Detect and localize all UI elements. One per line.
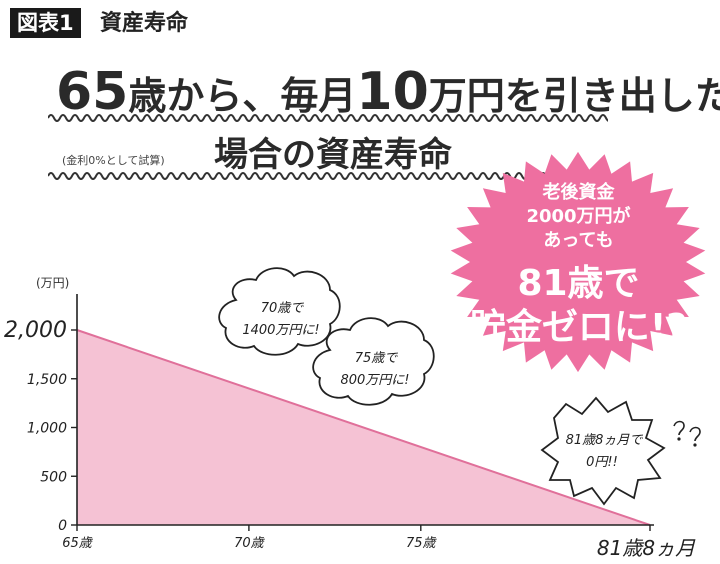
question-marks-doodle <box>673 420 701 447</box>
bubble-81-line2: 0円!! <box>586 455 618 470</box>
bubble-shape-75 <box>312 317 435 406</box>
y-tick-label: 1,500 <box>27 372 67 388</box>
y-tick-label: 2,000 <box>4 318 67 343</box>
y-axis-unit-label: (万円) <box>36 276 70 290</box>
bubble-age-81: 81歳8ヵ月で 0円!! <box>540 396 666 506</box>
bubble-81-line1: 81歳8ヵ月で <box>566 433 644 448</box>
warning-badge <box>450 151 706 373</box>
headline-age: 65 <box>56 62 129 122</box>
y-tick-label: 0 <box>58 518 67 534</box>
bubble-shape-81 <box>540 396 666 506</box>
y-tick-label: 1,000 <box>27 421 67 437</box>
headline-amount: 10 <box>356 62 429 122</box>
headline-line-1: 65歳から、毎月10万円を引き出した <box>56 62 720 122</box>
headline-text-b: 万円を引き出した <box>428 74 720 118</box>
badge-line-4: 81歳で <box>517 263 640 304</box>
warning-badge-text: 老後資金 2000万円が あっても 81歳で 貯金ゼロに!? <box>446 150 711 375</box>
bubble-70-line1: 70歳で <box>261 301 305 316</box>
asset-balance-line <box>76 329 651 526</box>
badge-line-1: 老後資金 <box>542 182 615 203</box>
question-mark-1-dot <box>677 437 681 441</box>
question-mark-2 <box>689 426 701 442</box>
y-tick-label: 500 <box>40 469 67 485</box>
bubble-75-line2: 800万円に! <box>340 373 409 388</box>
x-tick-label: 75歳 <box>406 536 438 551</box>
badge-line-2: 2000万円が <box>526 206 631 227</box>
bubble-shape-70 <box>218 267 341 356</box>
bubble-age-75: 75歳で 800万円に! <box>312 317 435 406</box>
calculation-note: (金利0%として試算) <box>62 154 165 167</box>
bubble-age-70: 70歳で 1400万円に! <box>218 267 341 356</box>
bubble-70-line2: 1400万円に! <box>242 323 319 338</box>
wavy-divider-bottom <box>48 172 608 180</box>
figure-name: 資産寿命 <box>100 11 189 36</box>
badge-line-3: あっても <box>543 230 614 251</box>
wavy-divider-top <box>48 114 608 122</box>
bubble-75-line1: 75歳で <box>355 351 399 366</box>
badge-starburst-shape <box>450 151 706 373</box>
x-tick-label: 65歳 <box>62 536 94 551</box>
question-mark-1 <box>673 420 685 436</box>
headline-text-a: 歳から、毎月 <box>128 74 357 118</box>
question-mark-2-dot <box>693 443 697 447</box>
badge-line-5: 貯金ゼロに!? <box>469 307 688 348</box>
figure-tag: 図表1 <box>10 8 81 38</box>
x-end-label: 81歳8ヵ月 <box>597 536 696 560</box>
headline-line-2: 場合の資産寿命 <box>214 135 452 175</box>
x-tick-label: 70歳 <box>234 536 266 551</box>
